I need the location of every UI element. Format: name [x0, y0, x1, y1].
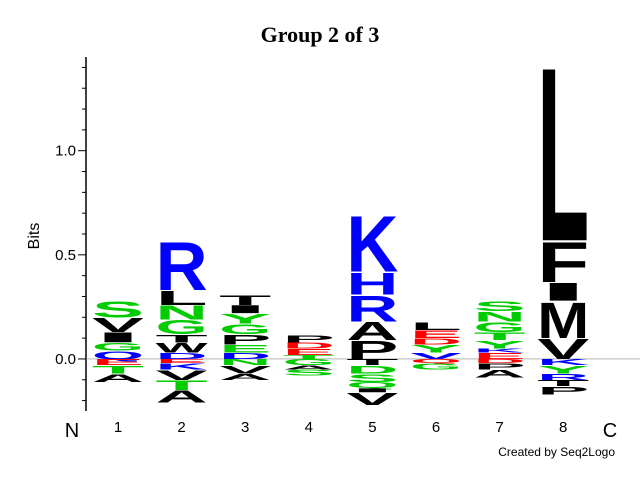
logo-letter: Y: [474, 338, 526, 351]
logo-letter: M: [537, 291, 589, 349]
logo-letter: K: [346, 200, 398, 289]
logo-letter: E: [219, 343, 271, 356]
logo-letter: G: [283, 358, 335, 368]
y-tick-label: 0.0: [55, 351, 76, 368]
logo-letter: N: [474, 309, 526, 325]
logo-letter: P: [474, 362, 526, 372]
logo-letter: A: [283, 364, 335, 370]
logo-letter: W: [156, 340, 209, 356]
logo-letter: T: [346, 358, 398, 368]
y-axis-label: Bits: [26, 223, 43, 250]
logo-letter: G: [219, 321, 271, 337]
x-tick-label: 3: [241, 419, 249, 436]
logo-letter: T: [537, 378, 589, 388]
logo-letter: P: [283, 333, 335, 344]
logo-letter: S: [92, 297, 144, 323]
logo-letter: D: [156, 351, 208, 361]
x-tick-label: 7: [495, 419, 503, 436]
x-tick-label: 2: [177, 419, 185, 436]
logo-letter: F: [537, 231, 589, 295]
logo-letter: G: [156, 316, 208, 338]
logo-letter: E: [92, 358, 144, 368]
logo-letter: D: [410, 337, 462, 347]
logo-letter: I: [346, 387, 398, 393]
logo-letter: G: [474, 319, 526, 335]
credit: Created by Seq2Logo: [498, 445, 615, 459]
y-tick-label: 1.0: [55, 143, 76, 160]
logo-letter: H: [346, 266, 398, 301]
logo-letter: E: [156, 358, 208, 364]
logo-letter: I: [219, 303, 271, 316]
logo-letter: E: [410, 328, 462, 341]
logo-letter: A: [219, 372, 271, 382]
logo-letter: Q: [410, 358, 462, 364]
logo-letter: D: [346, 363, 398, 376]
logo-letter: Y: [219, 311, 271, 327]
logo-letter: Q: [346, 380, 398, 390]
logo-letter: I: [92, 330, 144, 346]
logo-letter: D: [283, 341, 335, 351]
logo-letter: S: [283, 368, 335, 378]
logo-letter: T: [156, 332, 208, 345]
x-tick-label: 6: [432, 419, 440, 436]
x-tick-label: 4: [305, 419, 313, 436]
logo-letter: T: [283, 354, 335, 360]
logo-letter: I: [537, 278, 589, 307]
logo-letter: A: [474, 368, 526, 381]
logo-letter: V: [156, 367, 208, 383]
logo-letter: Q: [92, 349, 144, 362]
logo-letter: E: [474, 351, 526, 361]
logo-letter: D: [219, 351, 271, 361]
logo-letter: T: [156, 378, 209, 394]
logo-letter: L: [156, 287, 208, 309]
logo-letter: Y: [410, 343, 462, 356]
logo-letter: G: [410, 362, 462, 372]
logo-letter: N: [219, 358, 271, 368]
logo-letter: V: [92, 314, 144, 336]
logo-letter: A: [346, 317, 398, 346]
logo-letter: K: [537, 358, 589, 368]
logo-letter: S: [474, 299, 526, 315]
chart-title: Group 2 of 3: [261, 22, 380, 47]
logo-letter: D: [474, 358, 526, 364]
logo-letter: K: [156, 362, 208, 372]
logo-letter: V: [219, 363, 272, 376]
logo-letter: V: [410, 351, 462, 361]
logo-letter: A: [156, 387, 208, 406]
logo-letter: P: [219, 332, 271, 348]
logo-letter: V: [537, 333, 590, 365]
x-tick-label: 1: [114, 419, 122, 436]
logo-letter: T: [92, 363, 144, 376]
logo-letter: P: [346, 336, 398, 365]
logo-letter: T: [219, 292, 272, 308]
logo-letter: G: [92, 341, 144, 354]
logo-letter: R: [156, 229, 208, 306]
start-label: N: [65, 420, 79, 442]
logo-letter: S: [346, 372, 398, 385]
logo-letter: A: [92, 372, 144, 385]
logo-letter: L: [410, 320, 462, 333]
x-tick-label: 5: [368, 419, 376, 436]
y-tick-label: 0.5: [55, 247, 76, 264]
logo-letter: V: [346, 390, 398, 409]
logo-letter: E: [283, 347, 335, 357]
logo-letter: P: [537, 384, 589, 397]
x-tick-label: 8: [559, 419, 567, 436]
logo-letter: R: [346, 289, 398, 330]
logo-letter: N: [156, 301, 208, 323]
logo-letter: T: [474, 330, 526, 343]
logo-letter: R: [537, 372, 589, 382]
logo-letter: L: [537, 15, 589, 293]
logo-letter: Y: [537, 363, 589, 376]
end-label: C: [603, 420, 617, 442]
logo-letter: K: [474, 348, 526, 354]
